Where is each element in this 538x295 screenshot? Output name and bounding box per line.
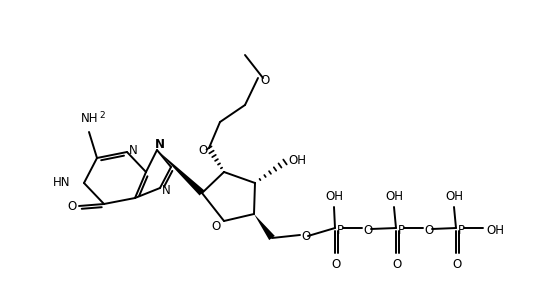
Text: O: O — [301, 230, 310, 243]
Text: OH: OH — [486, 224, 504, 237]
Text: O: O — [363, 224, 373, 237]
Text: P: P — [336, 224, 343, 237]
Polygon shape — [254, 214, 275, 240]
Text: OH: OH — [325, 191, 343, 204]
Text: O: O — [331, 258, 341, 271]
Text: O: O — [199, 143, 208, 157]
Text: HN: HN — [53, 176, 70, 189]
Text: OH: OH — [445, 191, 463, 204]
Text: P: P — [457, 224, 464, 237]
Text: O: O — [260, 73, 270, 86]
Text: OH: OH — [288, 153, 306, 166]
Text: 2: 2 — [99, 111, 105, 119]
Text: O: O — [211, 220, 221, 234]
Text: OH: OH — [385, 191, 403, 204]
Polygon shape — [157, 150, 204, 196]
Text: P: P — [398, 224, 405, 237]
Text: N: N — [129, 143, 137, 157]
Text: N: N — [155, 137, 165, 150]
Text: O: O — [67, 199, 76, 212]
Text: O: O — [452, 258, 462, 271]
Text: O: O — [424, 224, 434, 237]
Text: N: N — [161, 183, 171, 196]
Text: NH: NH — [81, 112, 99, 125]
Text: O: O — [392, 258, 402, 271]
